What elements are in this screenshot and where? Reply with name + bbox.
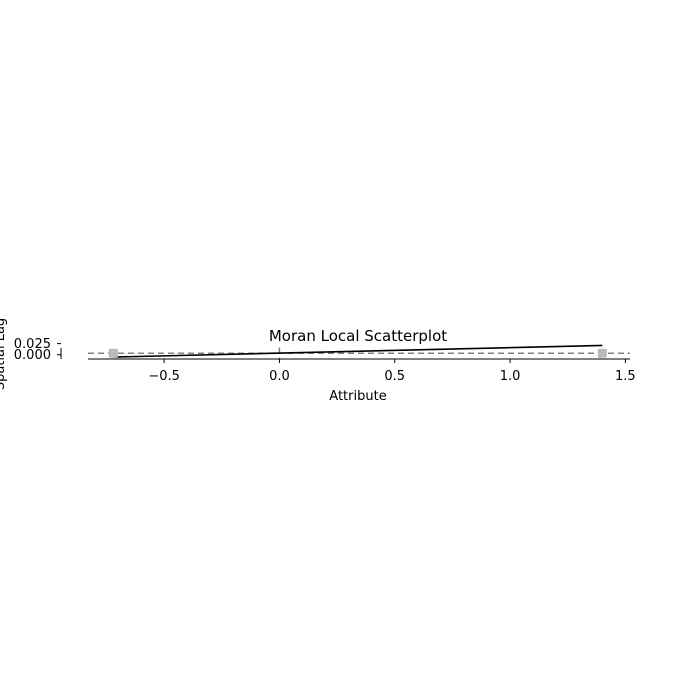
x-tick-label: 0.0 bbox=[269, 369, 290, 384]
y-tick-label: 0.000 bbox=[14, 348, 51, 363]
fit-line bbox=[113, 344, 603, 358]
reference-lines bbox=[88, 347, 630, 359]
x-tick-label: 1.0 bbox=[500, 369, 521, 384]
y-tick-label: 0.025 bbox=[14, 337, 51, 352]
chart-title: Moran Local Scatterplot bbox=[269, 327, 447, 345]
scatter-point bbox=[108, 348, 118, 358]
x-tick-label: −0.5 bbox=[148, 369, 180, 384]
y-axis-label: Spatial Lag bbox=[0, 318, 8, 390]
x-tick-label: 1.5 bbox=[615, 369, 636, 384]
scatter-points bbox=[108, 348, 607, 358]
fit-line-group bbox=[113, 344, 603, 358]
x-axis-ticks: −0.5 0.0 0.5 1.0 1.5 bbox=[148, 359, 636, 384]
x-axis-label: Attribute bbox=[329, 389, 386, 404]
x-tick-label: 0.5 bbox=[384, 369, 405, 384]
scatter-point bbox=[597, 348, 607, 358]
